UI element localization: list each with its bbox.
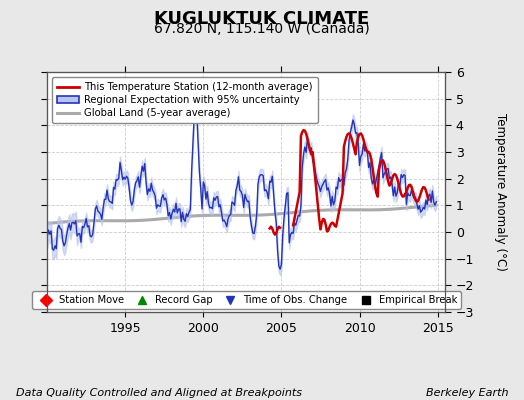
- Y-axis label: Temperature Anomaly (°C): Temperature Anomaly (°C): [494, 113, 507, 271]
- Text: Berkeley Earth: Berkeley Earth: [426, 388, 508, 398]
- Legend: Station Move, Record Gap, Time of Obs. Change, Empirical Break: Station Move, Record Gap, Time of Obs. C…: [31, 291, 461, 310]
- Text: KUGLUKTUK CLIMATE: KUGLUKTUK CLIMATE: [155, 10, 369, 28]
- Text: 67.820 N, 115.140 W (Canada): 67.820 N, 115.140 W (Canada): [154, 22, 370, 36]
- Text: Data Quality Controlled and Aligned at Breakpoints: Data Quality Controlled and Aligned at B…: [16, 388, 302, 398]
